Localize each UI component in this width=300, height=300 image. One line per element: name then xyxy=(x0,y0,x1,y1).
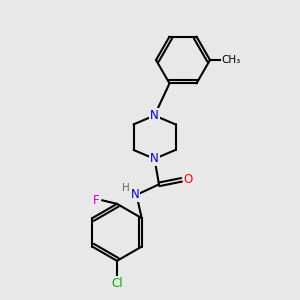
Text: CH₃: CH₃ xyxy=(221,55,241,65)
Text: O: O xyxy=(184,173,193,186)
Text: H: H xyxy=(122,183,130,193)
Text: N: N xyxy=(130,188,140,201)
Text: F: F xyxy=(93,194,99,207)
Text: N: N xyxy=(150,152,159,165)
Text: Cl: Cl xyxy=(111,277,123,290)
Text: N: N xyxy=(150,109,159,122)
